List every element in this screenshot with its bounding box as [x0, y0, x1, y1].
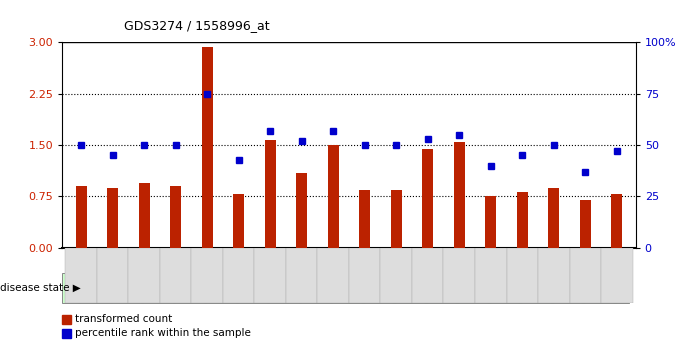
- Bar: [191, 248, 223, 303]
- Text: transformed count: transformed count: [75, 314, 172, 324]
- Bar: [223, 248, 254, 303]
- Bar: [107, 188, 118, 248]
- Bar: [601, 248, 632, 303]
- Bar: [548, 188, 559, 248]
- Bar: [381, 248, 412, 303]
- FancyBboxPatch shape: [349, 273, 630, 303]
- Bar: [359, 190, 370, 248]
- Bar: [517, 192, 528, 248]
- Bar: [390, 190, 401, 248]
- Bar: [422, 149, 433, 248]
- Text: oncocytoma: oncocytoma: [171, 282, 240, 293]
- Text: disease state ▶: disease state ▶: [0, 282, 81, 293]
- Bar: [129, 248, 160, 303]
- Bar: [296, 172, 307, 248]
- Bar: [538, 248, 569, 303]
- Text: GDS3274 / 1558996_at: GDS3274 / 1558996_at: [124, 19, 270, 32]
- Bar: [160, 248, 191, 303]
- Bar: [612, 194, 623, 248]
- Bar: [349, 248, 381, 303]
- Bar: [66, 248, 97, 303]
- Bar: [139, 183, 150, 248]
- Bar: [286, 248, 317, 303]
- Bar: [233, 194, 244, 248]
- Bar: [254, 248, 286, 303]
- Bar: [580, 200, 591, 248]
- Bar: [475, 248, 507, 303]
- Bar: [507, 248, 538, 303]
- Bar: [170, 186, 181, 248]
- Bar: [202, 47, 213, 248]
- FancyBboxPatch shape: [62, 273, 349, 303]
- Text: chromophobe renal cell carcinoma: chromophobe renal cell carcinoma: [392, 282, 586, 293]
- Bar: [97, 248, 129, 303]
- Bar: [412, 248, 444, 303]
- Bar: [485, 196, 496, 248]
- Bar: [569, 248, 601, 303]
- Bar: [75, 186, 86, 248]
- Bar: [454, 142, 465, 248]
- Bar: [328, 145, 339, 248]
- Bar: [317, 248, 349, 303]
- Text: percentile rank within the sample: percentile rank within the sample: [75, 329, 251, 338]
- Bar: [265, 140, 276, 248]
- Bar: [444, 248, 475, 303]
